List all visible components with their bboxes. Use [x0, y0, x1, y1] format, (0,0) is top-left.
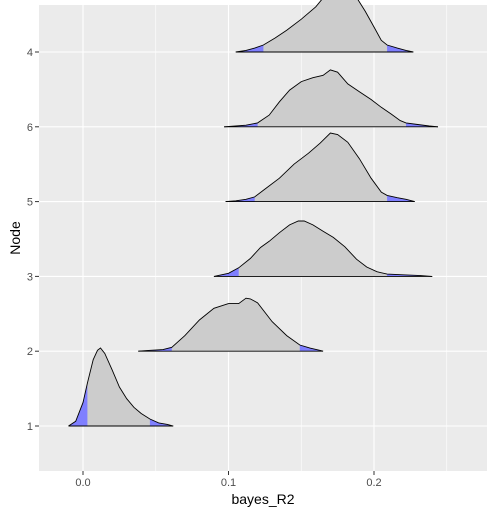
ridge-1 [68, 347, 174, 427]
ridge-2 [138, 297, 324, 352]
lower-tail [224, 122, 258, 127]
x-tick-label: 0.1 [221, 477, 236, 489]
ridge-4 [235, 0, 414, 53]
lower-tail [225, 196, 255, 202]
y-tick-label: 4 [27, 47, 33, 59]
upper-tail [387, 45, 414, 52]
lower-tail [138, 347, 172, 352]
ridge-5 [225, 132, 415, 203]
density-line [224, 69, 439, 128]
y-tick-label: 3 [27, 271, 33, 283]
ridge-6 [224, 69, 439, 128]
density-line [235, 0, 414, 53]
lower-tail [68, 383, 88, 426]
ridge-3 [213, 220, 433, 277]
density-line [225, 132, 415, 203]
lower-tail [235, 45, 264, 52]
density-line [68, 347, 174, 427]
x-axis: 0.0 0.1 0.2 [75, 471, 382, 489]
y-axis-title: Node [7, 221, 23, 255]
y-tick-label: 1 [27, 421, 33, 433]
upper-tail [299, 345, 324, 352]
density-area [225, 133, 415, 202]
y-tick-label: 6 [27, 122, 33, 134]
density-area [235, 0, 414, 52]
density-area [138, 298, 324, 352]
density-line [213, 220, 433, 277]
y-axis: 1 2 3 5 6 4 [27, 47, 39, 433]
density-line [138, 297, 324, 352]
x-tick-label: 0.2 [366, 477, 381, 489]
lower-tail [213, 267, 239, 277]
density-area [213, 221, 433, 277]
density-area [224, 69, 438, 127]
x-tick-label: 0.0 [75, 477, 90, 489]
x-axis-title: bayes_R2 [231, 491, 294, 507]
upper-tail [406, 122, 438, 127]
y-tick-label: 2 [27, 346, 33, 358]
y-tick-label: 5 [27, 197, 33, 209]
density-area [68, 348, 174, 426]
upper-tail [149, 419, 174, 426]
ridges [68, 0, 439, 427]
